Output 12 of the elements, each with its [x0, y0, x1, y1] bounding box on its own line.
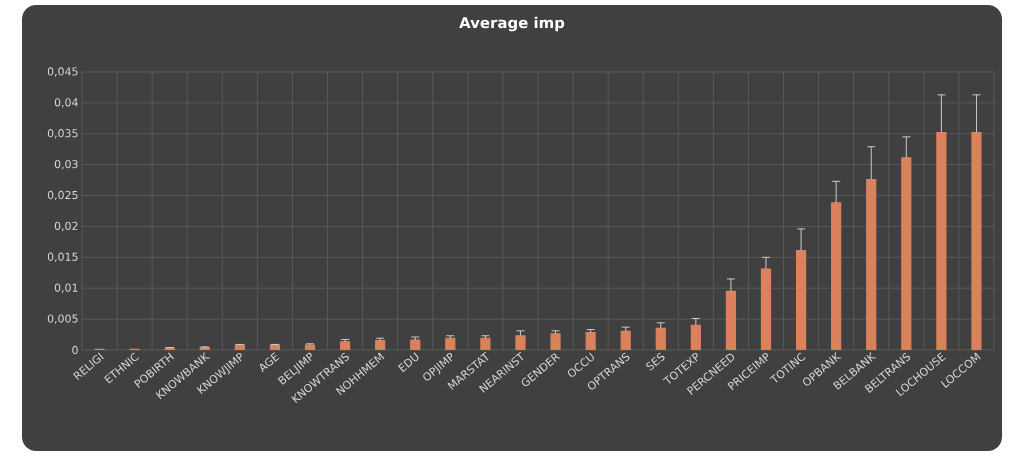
chart-title: Average imp [459, 16, 565, 32]
y-tick-label: 0,035 [47, 129, 78, 139]
x-tick-label: SES [646, 352, 665, 371]
y-tick-label: 0,02 [54, 221, 78, 232]
y-tick-label: 0,04 [54, 98, 78, 108]
y-tick-label: 0,025 [47, 190, 78, 201]
y-tick-label: 0,045 [47, 67, 78, 77]
y-tick-label: 0,005 [47, 314, 78, 324]
y-tick-label: 0,015 [47, 252, 78, 263]
y-tick-label: 0,03 [54, 159, 78, 170]
y-tick-label: 0 [72, 345, 78, 355]
y-tick-label: 0,01 [54, 283, 78, 293]
